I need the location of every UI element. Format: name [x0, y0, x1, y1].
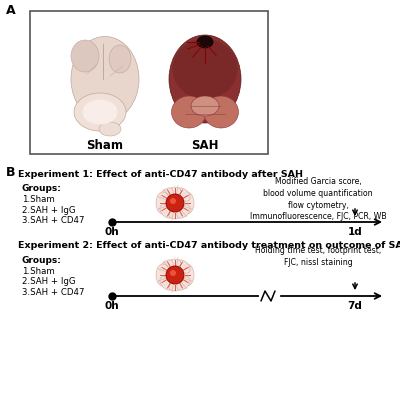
Text: 3.SAH + CD47: 3.SAH + CD47 — [22, 288, 84, 297]
Text: 7d: 7d — [348, 301, 362, 311]
Text: Experiment 1: Effect of anti-CD47 antibody after SAH: Experiment 1: Effect of anti-CD47 antibo… — [18, 170, 303, 179]
Ellipse shape — [74, 93, 126, 131]
Text: Modified Garcia score,
blood volume quantification
flow cytometry,
Immunofluores: Modified Garcia score, blood volume quan… — [250, 177, 386, 221]
Ellipse shape — [160, 277, 173, 290]
Ellipse shape — [169, 35, 241, 123]
Ellipse shape — [177, 188, 190, 201]
Ellipse shape — [160, 205, 173, 218]
Text: 2.SAH + IgG: 2.SAH + IgG — [22, 206, 76, 214]
Text: Groups:: Groups: — [22, 256, 62, 265]
Text: 0h: 0h — [105, 227, 119, 237]
Ellipse shape — [191, 96, 219, 116]
Ellipse shape — [160, 260, 173, 273]
Text: Experiment 2: Effect of anti-CD47 antibody treatment on outcome of SAH mice: Experiment 2: Effect of anti-CD47 antibo… — [18, 241, 400, 250]
Ellipse shape — [180, 192, 194, 214]
Circle shape — [170, 198, 176, 204]
Ellipse shape — [156, 192, 170, 214]
Ellipse shape — [180, 264, 194, 286]
Text: SAH: SAH — [191, 139, 219, 152]
Ellipse shape — [172, 39, 238, 99]
Text: B: B — [6, 166, 16, 179]
Text: 3.SAH + CD47: 3.SAH + CD47 — [22, 216, 84, 225]
Ellipse shape — [169, 283, 181, 291]
Ellipse shape — [177, 205, 190, 218]
Ellipse shape — [71, 40, 99, 72]
Ellipse shape — [169, 259, 181, 267]
Text: 0h: 0h — [105, 301, 119, 311]
Bar — [30, 11, 268, 154]
Circle shape — [166, 266, 184, 284]
Ellipse shape — [109, 45, 131, 73]
Ellipse shape — [177, 277, 190, 290]
Ellipse shape — [177, 260, 190, 273]
Ellipse shape — [169, 187, 181, 195]
Ellipse shape — [99, 122, 121, 136]
Text: 1.Sham: 1.Sham — [22, 195, 55, 204]
Text: 2.SAH + IgG: 2.SAH + IgG — [22, 277, 76, 286]
Ellipse shape — [197, 36, 213, 48]
Text: Sham: Sham — [86, 139, 124, 152]
Ellipse shape — [156, 264, 170, 286]
Ellipse shape — [82, 100, 118, 125]
Text: 1.Sham: 1.Sham — [22, 267, 55, 276]
Ellipse shape — [160, 188, 173, 201]
Circle shape — [166, 194, 184, 212]
Text: 1d: 1d — [348, 227, 362, 237]
Text: A: A — [6, 4, 16, 17]
Ellipse shape — [172, 96, 206, 128]
Text: Groups:: Groups: — [22, 184, 62, 193]
Ellipse shape — [169, 211, 181, 219]
Text: Holding time test, footprint test,
FJC, nissl staining: Holding time test, footprint test, FJC, … — [255, 246, 381, 267]
Ellipse shape — [71, 37, 139, 121]
Ellipse shape — [204, 96, 238, 128]
Circle shape — [170, 270, 176, 276]
